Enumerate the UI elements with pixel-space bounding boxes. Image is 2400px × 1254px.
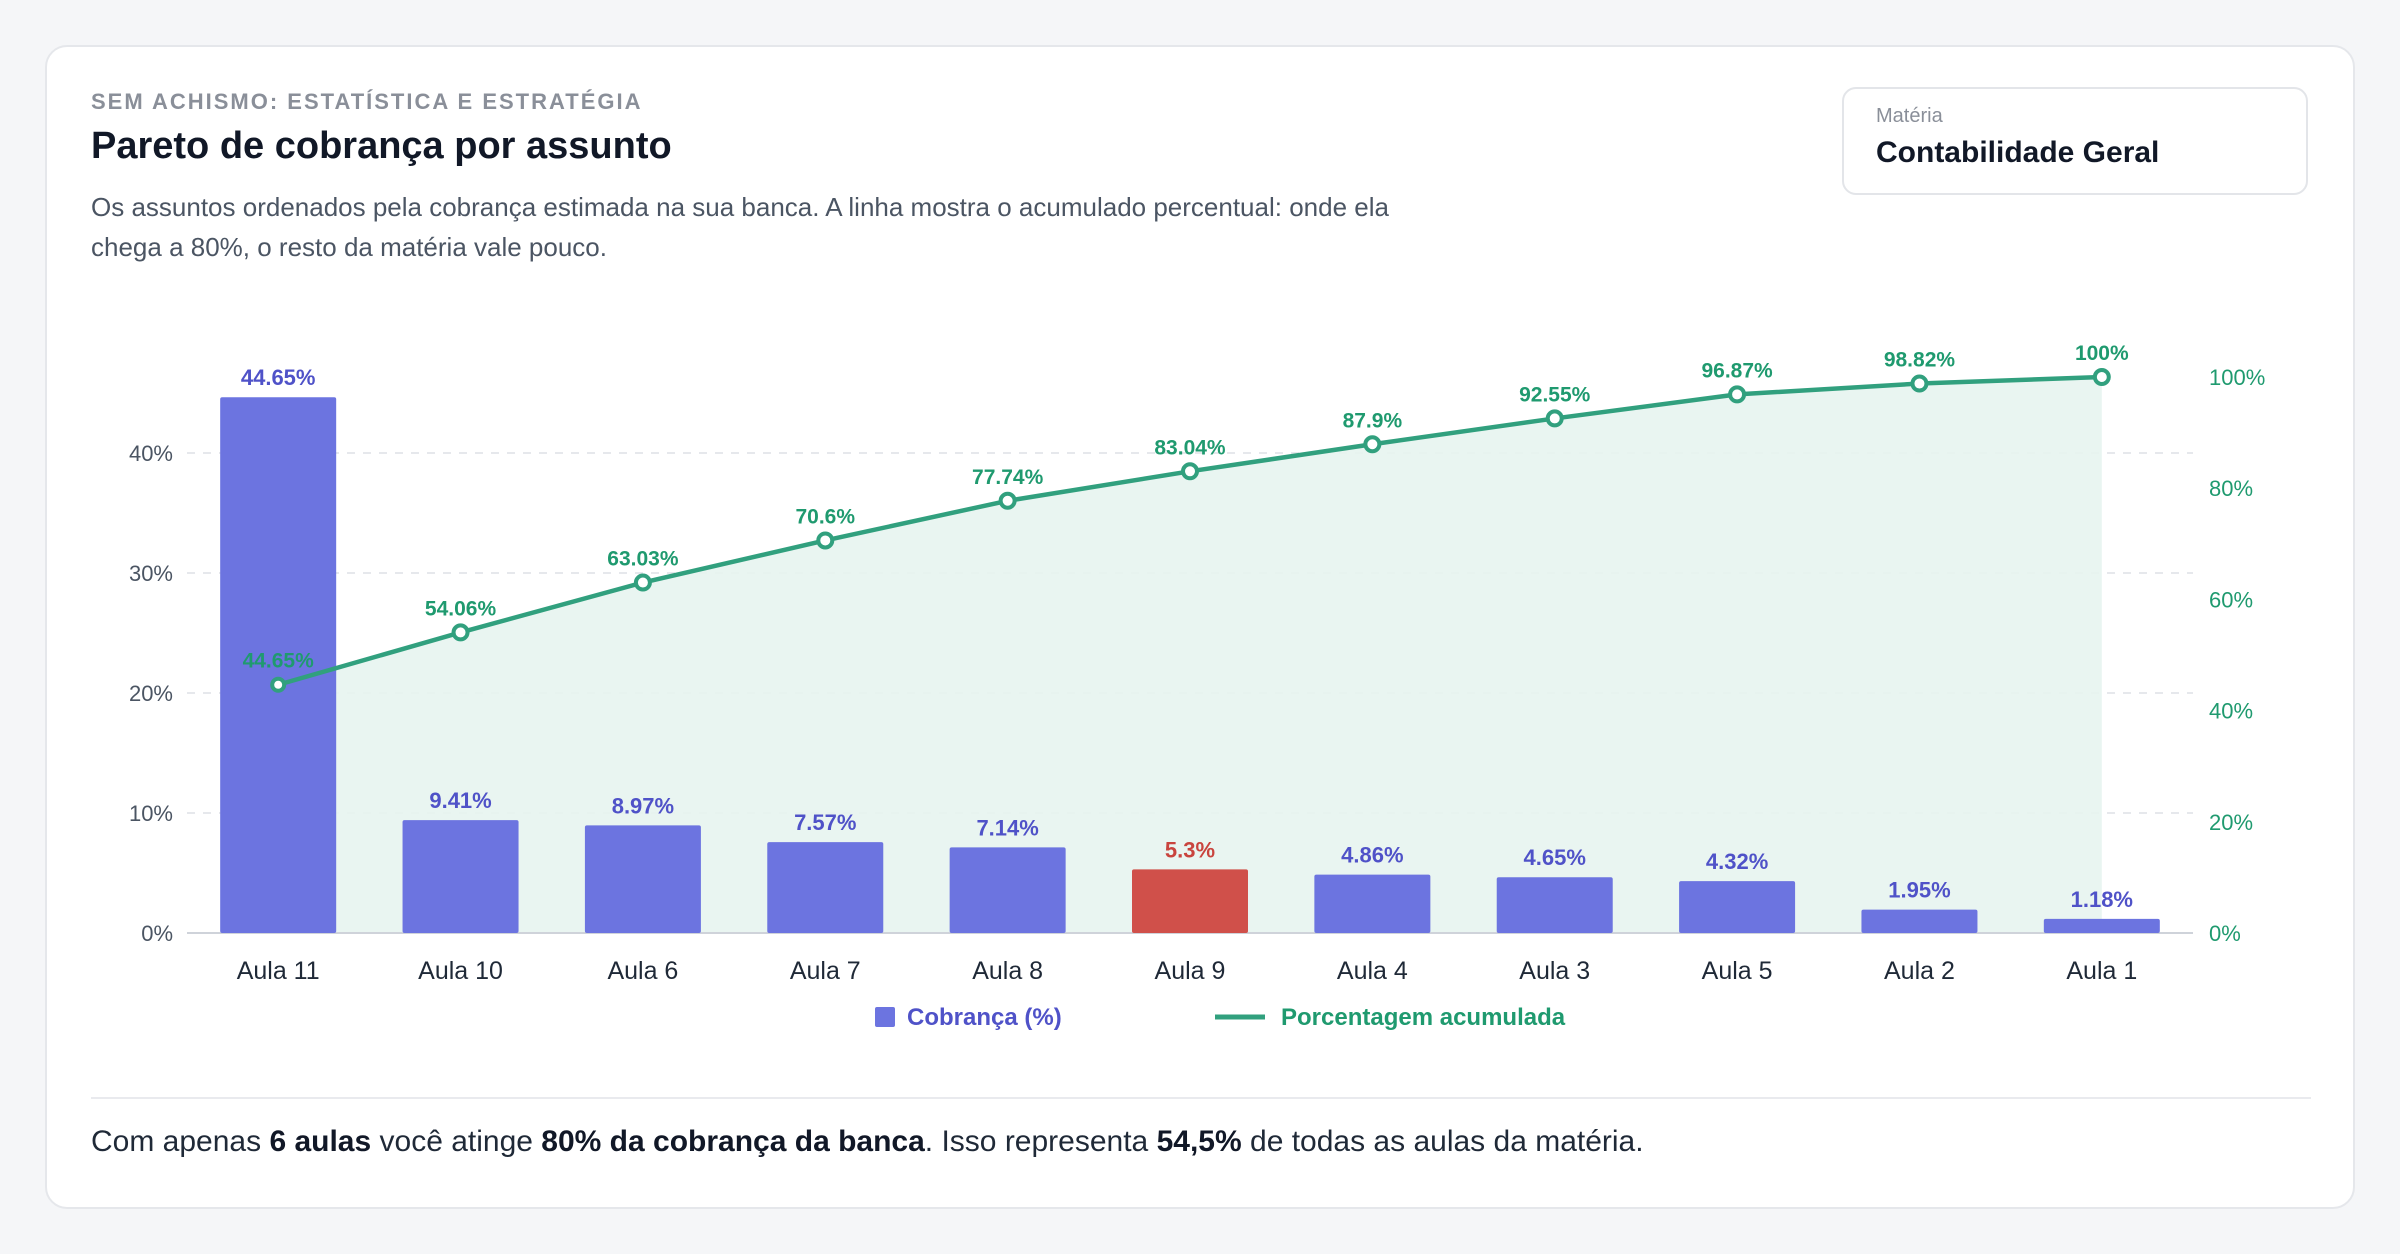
bar bbox=[220, 397, 337, 933]
y-left-tick-label: 30% bbox=[129, 561, 173, 586]
cumulative-value-label: 70.6% bbox=[795, 505, 855, 528]
y-left-tick-label: 40% bbox=[129, 441, 173, 466]
chart-card: SEM ACHISMO: ESTATÍSTICA E ESTRATÉGIA Pa… bbox=[45, 45, 2355, 1209]
eyebrow-label: SEM ACHISMO: ESTATÍSTICA E ESTRATÉGIA bbox=[91, 89, 643, 114]
summary-part-4: de todas as aulas da matéria. bbox=[1241, 1125, 1644, 1158]
cumulative-point bbox=[816, 531, 835, 550]
bar-value-label: 1.18% bbox=[2071, 887, 2133, 912]
subject-select-value: Contabilidade Geral bbox=[1876, 136, 2160, 169]
bar bbox=[2043, 918, 2160, 933]
cumulative-point bbox=[270, 676, 287, 693]
cumulative-value-label: 96.87% bbox=[1701, 359, 1773, 382]
x-tick-label: Aula 10 bbox=[418, 957, 503, 985]
cumulative-point bbox=[451, 623, 470, 642]
y-right-tick-label: 60% bbox=[2209, 587, 2253, 612]
x-tick-label: Aula 2 bbox=[1884, 957, 1955, 985]
bar bbox=[767, 842, 884, 933]
cumulative-value-label: 92.55% bbox=[1519, 383, 1591, 406]
x-tick-label: Aula 11 bbox=[237, 957, 320, 985]
legend-bar-swatch bbox=[875, 1007, 895, 1027]
bar-value-label: 4.32% bbox=[1706, 849, 1768, 874]
cumulative-value-label: 83.04% bbox=[1154, 436, 1226, 459]
bar bbox=[402, 820, 519, 933]
cumulative-point bbox=[998, 491, 1017, 510]
y-left-tick-label: 0% bbox=[141, 921, 173, 946]
summary-bold-3: 54,5% bbox=[1156, 1125, 1242, 1158]
bar-value-label: 9.41% bbox=[429, 788, 491, 813]
summary-part-2: você atinge bbox=[371, 1125, 542, 1158]
page-title: Pareto de cobrança por assunto bbox=[91, 125, 672, 167]
summary-part-1: Com apenas bbox=[91, 1125, 270, 1158]
x-tick-label: Aula 3 bbox=[1519, 957, 1590, 985]
cumulative-point bbox=[1728, 385, 1747, 404]
bar bbox=[1679, 881, 1796, 933]
bar-value-label: 44.65% bbox=[241, 365, 316, 390]
x-tick-label: Aula 8 bbox=[972, 957, 1043, 985]
bar-value-label: 7.14% bbox=[976, 815, 1038, 840]
bar-value-label: 8.97% bbox=[612, 793, 674, 818]
cumulative-value-label: 98.82% bbox=[1884, 349, 1956, 372]
bar-value-label: 5.3% bbox=[1165, 837, 1215, 862]
cumulative-point bbox=[1910, 374, 1929, 393]
bar-value-label: 7.57% bbox=[794, 810, 856, 835]
subject-select[interactable]: Matéria Contabilidade Geral bbox=[1842, 87, 2308, 195]
y-right-tick-label: 0% bbox=[2209, 921, 2241, 946]
y-right-tick-label: 80% bbox=[2209, 476, 2253, 501]
legend-line-label: Porcentagem acumulada bbox=[1281, 1004, 1566, 1031]
cumulative-value-label: 87.9% bbox=[1343, 409, 1403, 432]
summary-part-3: . Isso representa bbox=[924, 1125, 1157, 1158]
bar bbox=[949, 847, 1066, 933]
cumulative-area bbox=[278, 377, 2102, 933]
cumulative-value-label: 63.03% bbox=[607, 548, 679, 571]
summary-bold-2: 80% da cobrança da banca bbox=[541, 1125, 925, 1158]
bar-value-label: 4.65% bbox=[1524, 845, 1586, 870]
summary-bold-1: 6 aulas bbox=[269, 1125, 372, 1158]
y-left-tick-label: 10% bbox=[129, 801, 173, 826]
bar bbox=[1314, 874, 1431, 933]
bar-value-label: 4.86% bbox=[1341, 843, 1403, 868]
bar bbox=[1132, 869, 1248, 933]
bar bbox=[584, 825, 701, 933]
x-tick-label: Aula 1 bbox=[2066, 957, 2137, 985]
y-right-tick-label: 100% bbox=[2209, 365, 2265, 390]
cumulative-value-label: 54.06% bbox=[425, 597, 497, 620]
x-tick-label: Aula 9 bbox=[1155, 957, 1226, 985]
cumulative-point bbox=[633, 573, 652, 592]
bar bbox=[1861, 909, 1978, 933]
y-right-tick-label: 40% bbox=[2209, 699, 2253, 724]
y-right-tick-label: 20% bbox=[2209, 810, 2253, 835]
x-tick-label: Aula 7 bbox=[790, 957, 861, 985]
pareto-chart: 0% 10% 20% 30% 40% 0% 20% 40% 60% 80% 100% 44.65% 9.… bbox=[129, 342, 2265, 1031]
cumulative-value-label: 77.74% bbox=[972, 466, 1044, 489]
bar-value-label: 1.95% bbox=[1888, 878, 1950, 903]
cumulative-point bbox=[1363, 435, 1382, 454]
summary-text: Com apenas 6 aulas você atinge 80% da co… bbox=[91, 1125, 1644, 1159]
x-tick-label: Aula 4 bbox=[1337, 957, 1408, 985]
y-left-tick-label: 20% bbox=[129, 681, 173, 706]
cumulative-point bbox=[1181, 462, 1199, 481]
subject-select-label: Matéria bbox=[1876, 105, 1943, 127]
cumulative-point bbox=[1545, 409, 1564, 428]
cumulative-value-label: 44.65% bbox=[243, 650, 315, 673]
cumulative-value-label: 100% bbox=[2075, 342, 2129, 365]
page-subtitle: Os assuntos ordenados pela cobrança esti… bbox=[91, 192, 1389, 262]
bar bbox=[1496, 877, 1613, 933]
cumulative-point bbox=[2092, 368, 2111, 386]
divider bbox=[91, 1097, 2311, 1099]
legend-bar-label: Cobrança (%) bbox=[907, 1004, 1062, 1031]
x-tick-label: Aula 5 bbox=[1702, 957, 1773, 985]
x-tick-label: Aula 6 bbox=[607, 957, 678, 985]
